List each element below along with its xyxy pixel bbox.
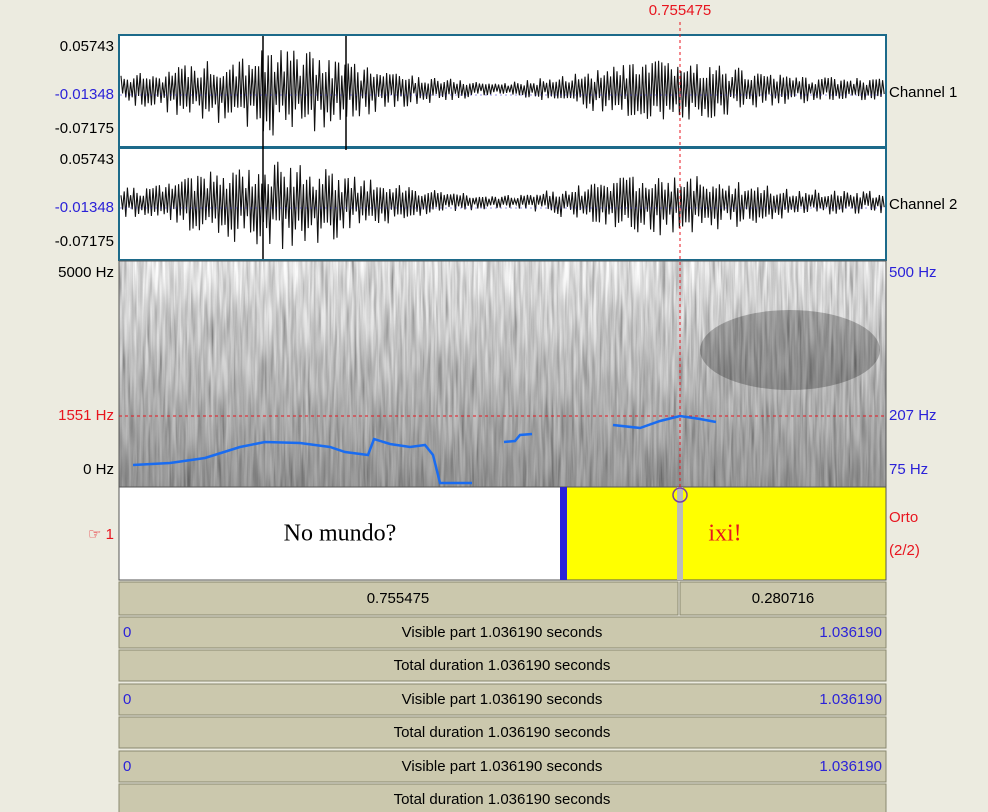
visible-part: Visible part 1.036190 seconds bbox=[402, 758, 603, 775]
total-duration: Total duration 1.036190 seconds bbox=[394, 657, 611, 674]
pitch-top: 500 Hz bbox=[889, 264, 937, 281]
visible-end: 1.036190 bbox=[819, 691, 882, 708]
tier-position: (2/2) bbox=[889, 542, 920, 559]
visible-start: 0 bbox=[123, 624, 131, 641]
selection-right: 0.280716 bbox=[752, 590, 815, 607]
total-duration: Total duration 1.036190 seconds bbox=[394, 724, 611, 741]
formant-shade bbox=[700, 310, 880, 390]
channel-2-min: -0.07175 bbox=[55, 233, 114, 250]
channel-1-max: 0.05743 bbox=[60, 38, 114, 55]
praat-editor: 0.755475 0.05743 -0.01348 -0.07175 Chann… bbox=[0, 0, 988, 812]
channel-1-mid: -0.01348 bbox=[55, 86, 114, 103]
pitch-bottom: 75 Hz bbox=[889, 461, 928, 478]
visible-end: 1.036190 bbox=[819, 624, 882, 641]
tier-name: Orto bbox=[889, 509, 918, 526]
selection-left: 0.755475 bbox=[367, 590, 430, 607]
tier-label[interactable]: ☞ 1 bbox=[88, 526, 114, 543]
interval-text: No mundo? bbox=[284, 521, 397, 547]
boundary[interactable] bbox=[560, 487, 567, 580]
channel-1-name: Channel 1 bbox=[889, 84, 957, 101]
interval-text: ixi! bbox=[708, 521, 741, 547]
total-duration: Total duration 1.036190 seconds bbox=[394, 791, 611, 808]
visible-start: 0 bbox=[123, 691, 131, 708]
visible-start: 0 bbox=[123, 758, 131, 775]
visible-part: Visible part 1.036190 seconds bbox=[402, 624, 603, 641]
visible-end: 1.036190 bbox=[819, 758, 882, 775]
spectrogram-top: 5000 Hz bbox=[58, 264, 114, 281]
pitch-cursor: 207 Hz bbox=[889, 407, 937, 424]
page: {"cursor_time": "0.755475", "channels": … bbox=[0, 0, 988, 812]
visible-part: Visible part 1.036190 seconds bbox=[402, 691, 603, 708]
channel-1-min: -0.07175 bbox=[55, 120, 114, 137]
spectrogram-cursor: 1551 Hz bbox=[58, 407, 114, 424]
time-bars: 0 Visible part 1.036190 seconds 1.036190 To… bbox=[119, 617, 886, 812]
cursor-time: 0.755475 bbox=[649, 2, 712, 19]
channel-2-mid: -0.01348 bbox=[55, 199, 114, 216]
channel-2-name: Channel 2 bbox=[889, 196, 957, 213]
channel-2-max: 0.05743 bbox=[60, 151, 114, 168]
spectrogram-bottom: 0 Hz bbox=[83, 461, 114, 478]
